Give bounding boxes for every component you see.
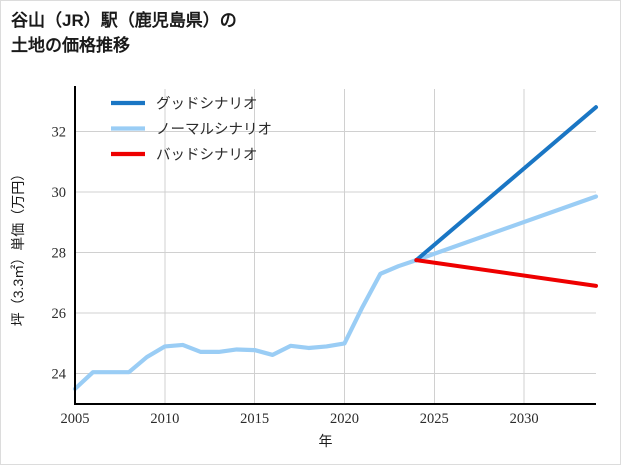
x-tick-labels: 2005 2010 2015 2020 2025 2030 <box>61 411 539 427</box>
y-tick-label: 30 <box>52 185 67 201</box>
series-line-normal <box>72 194 599 391</box>
x-tick-label: 2010 <box>150 411 179 427</box>
legend-label: グッドシナリオ <box>156 96 258 113</box>
y-tick-labels: 24 26 28 30 32 <box>52 124 67 382</box>
x-tick-label: 2025 <box>420 411 449 427</box>
page-title: 谷山（JR）駅（鹿児島県）の 土地の価格推移 <box>11 11 237 55</box>
x-tick-label: 2015 <box>240 411 269 427</box>
x-tick-label: 2005 <box>61 411 90 427</box>
x-tick-label: 2020 <box>330 411 359 427</box>
y-tick-label: 32 <box>52 124 67 140</box>
y-axis-label: 坪（3.3㎡）単価（万円） <box>10 167 26 326</box>
x-axis-label: 年 <box>319 433 333 449</box>
x-tick-label: 2030 <box>510 411 539 427</box>
legend-label: バッドシナリオ <box>156 148 258 164</box>
legend-label: ノーマルシナリオ <box>156 122 272 138</box>
y-tick-label: 24 <box>52 367 67 383</box>
y-tick-label: 26 <box>52 306 67 322</box>
y-gridlines <box>75 130 596 375</box>
series-line-good <box>414 105 598 263</box>
data-series-group <box>72 105 599 391</box>
y-tick-label: 28 <box>52 246 67 262</box>
series-line-bad <box>414 258 598 288</box>
